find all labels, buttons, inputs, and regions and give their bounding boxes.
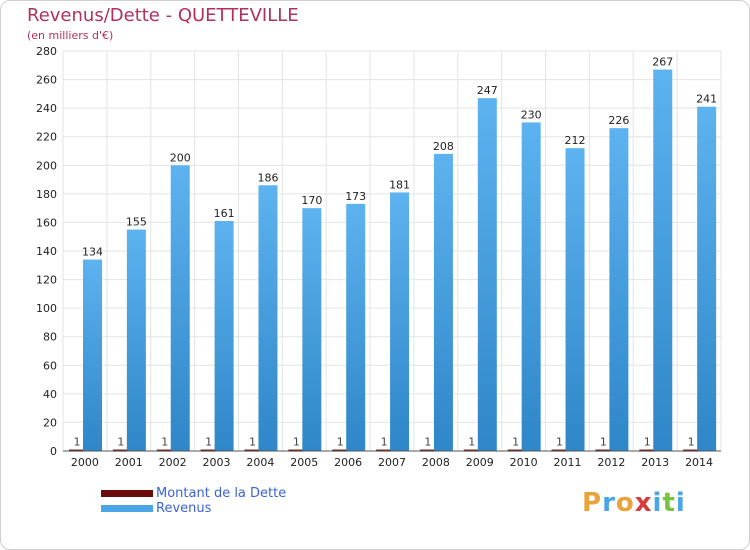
data-label-dette: 1	[512, 436, 519, 449]
bar-revenus	[346, 203, 366, 451]
data-label-dette: 1	[424, 436, 431, 449]
x-tick-label: 2012	[597, 456, 625, 469]
bar-revenus	[521, 122, 541, 451]
data-label-dette: 1	[381, 436, 388, 449]
y-tick-label: 120	[36, 274, 57, 287]
chart-subtitle: (en milliers d'€)	[27, 29, 114, 42]
legend-swatch-revenus	[101, 505, 153, 512]
legend-swatch-dette	[101, 490, 153, 497]
legend-label-revenus: Revenus	[156, 501, 212, 516]
data-label-dette: 1	[293, 436, 300, 449]
bar-revenus	[214, 221, 234, 451]
bar-revenus	[390, 192, 410, 451]
bar-revenus	[170, 165, 190, 452]
bar-revenus	[653, 69, 673, 452]
data-label-revenus: 134	[82, 246, 103, 259]
x-tick-label: 2005	[290, 456, 318, 469]
x-tick-label: 2000	[71, 456, 99, 469]
y-tick-label: 200	[36, 159, 57, 172]
data-label-dette: 1	[468, 436, 475, 449]
bar-revenus	[609, 128, 629, 451]
data-label-revenus: 186	[257, 171, 278, 184]
bar-revenus	[83, 259, 102, 451]
data-label-dette: 1	[688, 436, 695, 449]
logo-letter: P	[582, 488, 603, 518]
y-tick-label: 140	[36, 245, 57, 258]
y-tick-label: 80	[43, 331, 57, 344]
bar-revenus	[126, 229, 146, 451]
y-tick-label: 100	[36, 302, 57, 315]
x-tick-label: 2001	[115, 456, 143, 469]
bar-revenus	[697, 106, 717, 451]
data-label-revenus: 267	[652, 56, 673, 69]
y-tick-label: 260	[36, 74, 57, 87]
x-tick-label: 2007	[378, 456, 406, 469]
bars-layer	[69, 69, 717, 452]
data-label-revenus: 170	[301, 194, 322, 207]
data-label-dette: 1	[205, 436, 212, 449]
data-label-revenus: 247	[477, 84, 498, 97]
y-tick-label: 40	[43, 388, 57, 401]
logo-letter: t	[662, 488, 676, 518]
data-label-dette: 1	[117, 436, 124, 449]
data-label-revenus: 208	[433, 140, 454, 153]
data-label-revenus: 155	[126, 216, 147, 229]
y-tick-label: 240	[36, 102, 57, 115]
logo-letter: i	[652, 488, 663, 518]
data-label-revenus: 173	[345, 190, 366, 203]
data-label-revenus: 226	[608, 114, 629, 127]
data-label-revenus: 230	[521, 108, 542, 121]
x-tick-label: 2010	[510, 456, 538, 469]
y-tick-label: 60	[43, 359, 57, 372]
labels-layer: 1 134 1 155 1 200 1 161 1 186 1 170 1 173 1 181 1 208 1 247…	[74, 56, 718, 449]
y-tick-label: 160	[36, 216, 57, 229]
data-label-dette: 1	[337, 436, 344, 449]
logo-letter: x	[634, 488, 653, 518]
x-tick-label: 2009	[466, 456, 494, 469]
y-tick-label: 20	[43, 416, 57, 429]
y-tick-label: 280	[36, 45, 57, 58]
legend-label-dette: Montant de la Dette	[156, 486, 287, 501]
axis-layer: 0 20 40 60 80 100 120 140 160 180 200 220 240 260 280 2…	[36, 45, 721, 469]
data-label-dette: 1	[74, 436, 81, 449]
x-tick-label: 2014	[685, 456, 713, 469]
logo-letter: o	[615, 488, 635, 518]
data-label-revenus: 212	[565, 134, 586, 147]
data-label-dette: 1	[249, 436, 256, 449]
logo-letter: r	[602, 488, 616, 518]
x-tick-label: 2013	[641, 456, 669, 469]
x-tick-label: 2006	[334, 456, 362, 469]
x-tick-label: 2004	[246, 456, 274, 469]
data-label-dette: 1	[161, 436, 168, 449]
chart-title: Revenus/Dette - QUETTEVILLE	[27, 5, 299, 26]
data-label-revenus: 241	[696, 93, 717, 106]
x-tick-label: 2008	[422, 456, 450, 469]
data-label-revenus: 161	[214, 207, 235, 220]
proxiti-logo: Proxiti	[582, 488, 686, 518]
y-tick-label: 0	[50, 445, 57, 458]
bar-revenus	[258, 185, 278, 452]
bar-revenus	[477, 98, 497, 452]
x-tick-label: 2003	[203, 456, 231, 469]
x-tick-label: 2011	[553, 456, 581, 469]
data-label-dette: 1	[644, 436, 651, 449]
data-label-dette: 1	[556, 436, 563, 449]
bar-revenus	[302, 208, 322, 451]
data-label-dette: 1	[600, 436, 607, 449]
x-tick-label: 2002	[159, 456, 187, 469]
y-tick-label: 180	[36, 188, 57, 201]
logo-letter: i	[675, 488, 686, 518]
data-label-revenus: 181	[389, 178, 410, 191]
bar-revenus	[433, 153, 453, 451]
data-label-revenus: 200	[170, 151, 191, 164]
y-tick-label: 220	[36, 131, 57, 144]
bar-revenus	[565, 148, 585, 451]
